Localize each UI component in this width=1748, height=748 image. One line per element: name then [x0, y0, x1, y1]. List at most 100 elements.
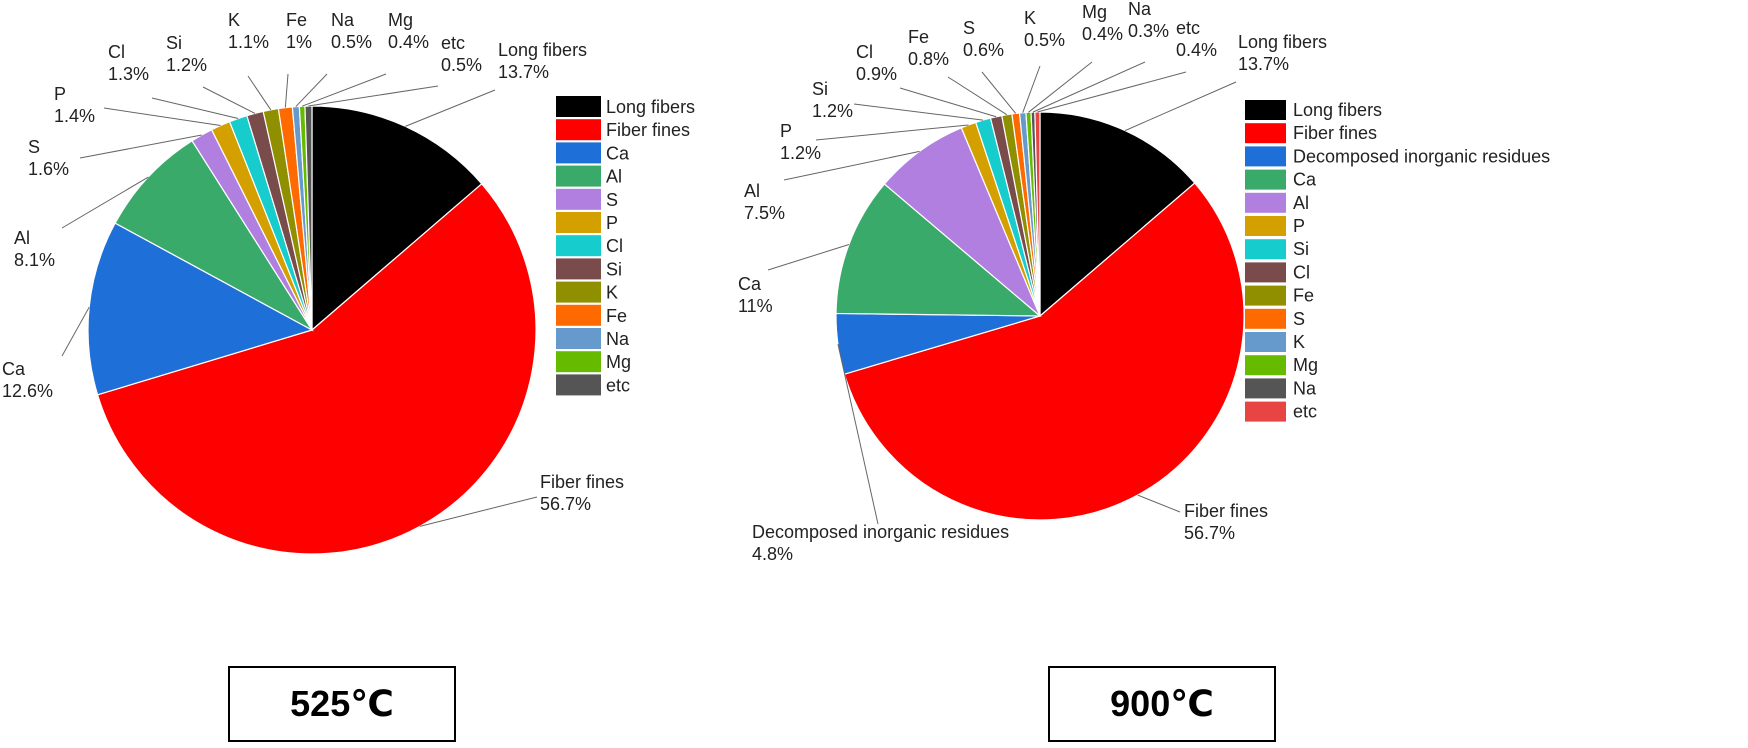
legend-label-al: Al [606, 167, 622, 187]
data-label-long-fibers: Long fibers [1238, 32, 1327, 52]
leader-line-k [247, 75, 272, 111]
legend-label-long-fibers: Long fibers [606, 97, 695, 117]
leader-line-mg [301, 73, 387, 107]
legend-swatch-k [556, 281, 601, 303]
data-value-fiber-fines: 56.7% [1184, 523, 1235, 543]
legend-swatch-cl [1245, 262, 1286, 283]
legend-label-fe: Fe [1293, 286, 1314, 306]
data-label-p: P [780, 121, 792, 141]
data-value-decomposed-inorganic-residues: 4.8% [752, 544, 793, 564]
data-label-decomposed-inorganic-residues: Decomposed inorganic residues [752, 522, 1009, 542]
legend-label-s: S [606, 190, 618, 210]
legend-swatch-fe [556, 304, 601, 326]
legend-swatch-k [1245, 332, 1286, 352]
legend-label-p: P [1293, 216, 1305, 236]
legend-label-etc: etc [606, 375, 630, 395]
legend-swatch-si [556, 258, 601, 280]
legend-label-mg: Mg [1293, 355, 1318, 375]
leader-line-decomposed-inorganic-residues [837, 344, 879, 525]
legend-label-s: S [1293, 309, 1305, 329]
data-label-long-fibers: Long fibers [498, 40, 587, 60]
legend-swatch-na [556, 328, 601, 349]
data-label-s: S [28, 137, 40, 157]
leader-line-cl [151, 97, 239, 119]
data-value-fiber-fines: 56.7% [540, 494, 591, 514]
data-value-cl: 0.9% [856, 64, 897, 84]
data-label-fiber-fines: Fiber fines [540, 472, 624, 492]
legend-label-ca: Ca [1293, 170, 1317, 190]
pie-slice-etc [1034, 111, 1041, 317]
legend-swatch-cl [556, 235, 601, 257]
legend-label-ca: Ca [606, 143, 630, 163]
legend-label-etc: etc [1293, 402, 1317, 422]
legend-swatch-p [556, 212, 601, 233]
leader-line-na [295, 73, 328, 107]
pie-chart-525: Long fibers 13.7% Fiber fines 56.7% Ca 12.6% A… [0, 0, 800, 748]
legend-swatch-s [1245, 308, 1286, 329]
legend-swatch-decomposed-inorganic-residues [1245, 146, 1286, 167]
chart-title-525: 525℃ [228, 666, 456, 742]
data-value-k: 1.1% [228, 32, 269, 52]
legend-swatch-etc [1245, 401, 1286, 422]
data-label-al: Al [744, 181, 760, 201]
legend-label-k: K [606, 283, 618, 303]
legend-label-cl: Cl [1293, 262, 1310, 282]
legend-swatch-fe [1245, 285, 1286, 306]
legend-label-p: P [606, 213, 618, 233]
data-value-si: 1.2% [166, 55, 207, 75]
data-label-fiber-fines: Fiber fines [1184, 501, 1268, 521]
pie-slice-al [114, 139, 314, 332]
pie-slice-ca [87, 222, 314, 396]
legend-label-long-fibers: Long fibers [1293, 100, 1382, 120]
data-value-long-fibers: 13.7% [1238, 54, 1289, 74]
leader-line-long-fibers [405, 89, 496, 127]
data-value-si: 1.2% [812, 101, 853, 121]
chart-title-900: 900℃ [1048, 666, 1276, 742]
leader-line-fiber-fines [1137, 494, 1181, 513]
data-label-etc: etc [441, 33, 465, 53]
legend-swatch-fiber-fines [1245, 123, 1286, 144]
data-label-s: S [963, 18, 975, 38]
data-label-fe: Fe [286, 10, 307, 30]
pie-slices-525 [87, 105, 537, 555]
legend-label-fe: Fe [606, 306, 627, 326]
data-label-si: Si [166, 33, 182, 53]
legend-label-cl: Cl [606, 236, 623, 256]
leader-line-p [815, 124, 969, 141]
data-value-fe: 1% [286, 32, 312, 52]
legend-swatch-mg [1245, 355, 1286, 376]
pie-chart-900: Long fibers 13.7% Fiber fines 56.7% Decompos… [738, 0, 1748, 748]
leader-line-etc [1037, 71, 1187, 113]
data-label-etc: etc [1176, 18, 1200, 38]
leader-line-k [1022, 65, 1041, 113]
data-label-ca: Ca [738, 274, 762, 294]
data-value-p: 1.4% [54, 106, 95, 126]
data-label-cl: Cl [108, 42, 125, 62]
data-value-cl: 1.3% [108, 64, 149, 84]
data-value-na: 0.3% [1128, 21, 1169, 41]
data-value-etc: 0.4% [1176, 40, 1217, 60]
legend-swatch-etc [556, 374, 601, 396]
leader-line-ca [767, 244, 850, 271]
leader-line-cl [899, 87, 997, 118]
leader-line-si [202, 86, 256, 114]
leader-line-s [981, 71, 1017, 114]
data-value-etc: 0.5% [441, 55, 482, 75]
legend-label-fiber-fines: Fiber fines [606, 120, 690, 140]
data-value-ca: 11% [738, 296, 773, 316]
legend-swatch-long-fibers [556, 96, 601, 117]
data-label-p: P [54, 84, 66, 104]
data-label-mg: Mg [1082, 2, 1107, 22]
data-label-ca: Ca [2, 359, 26, 379]
data-value-s: 1.6% [28, 159, 69, 179]
legend-label-decomposed-inorganic-residues: Decomposed inorganic residues [1293, 146, 1550, 166]
legend-label-mg: Mg [606, 352, 631, 372]
legend-swatch-mg [556, 351, 601, 373]
leader-line-si [853, 103, 984, 121]
pie-slice-al [883, 126, 1041, 317]
data-label-na: Na [331, 10, 355, 30]
data-value-mg: 0.4% [1082, 24, 1123, 44]
leader-line-fe [947, 76, 1008, 116]
